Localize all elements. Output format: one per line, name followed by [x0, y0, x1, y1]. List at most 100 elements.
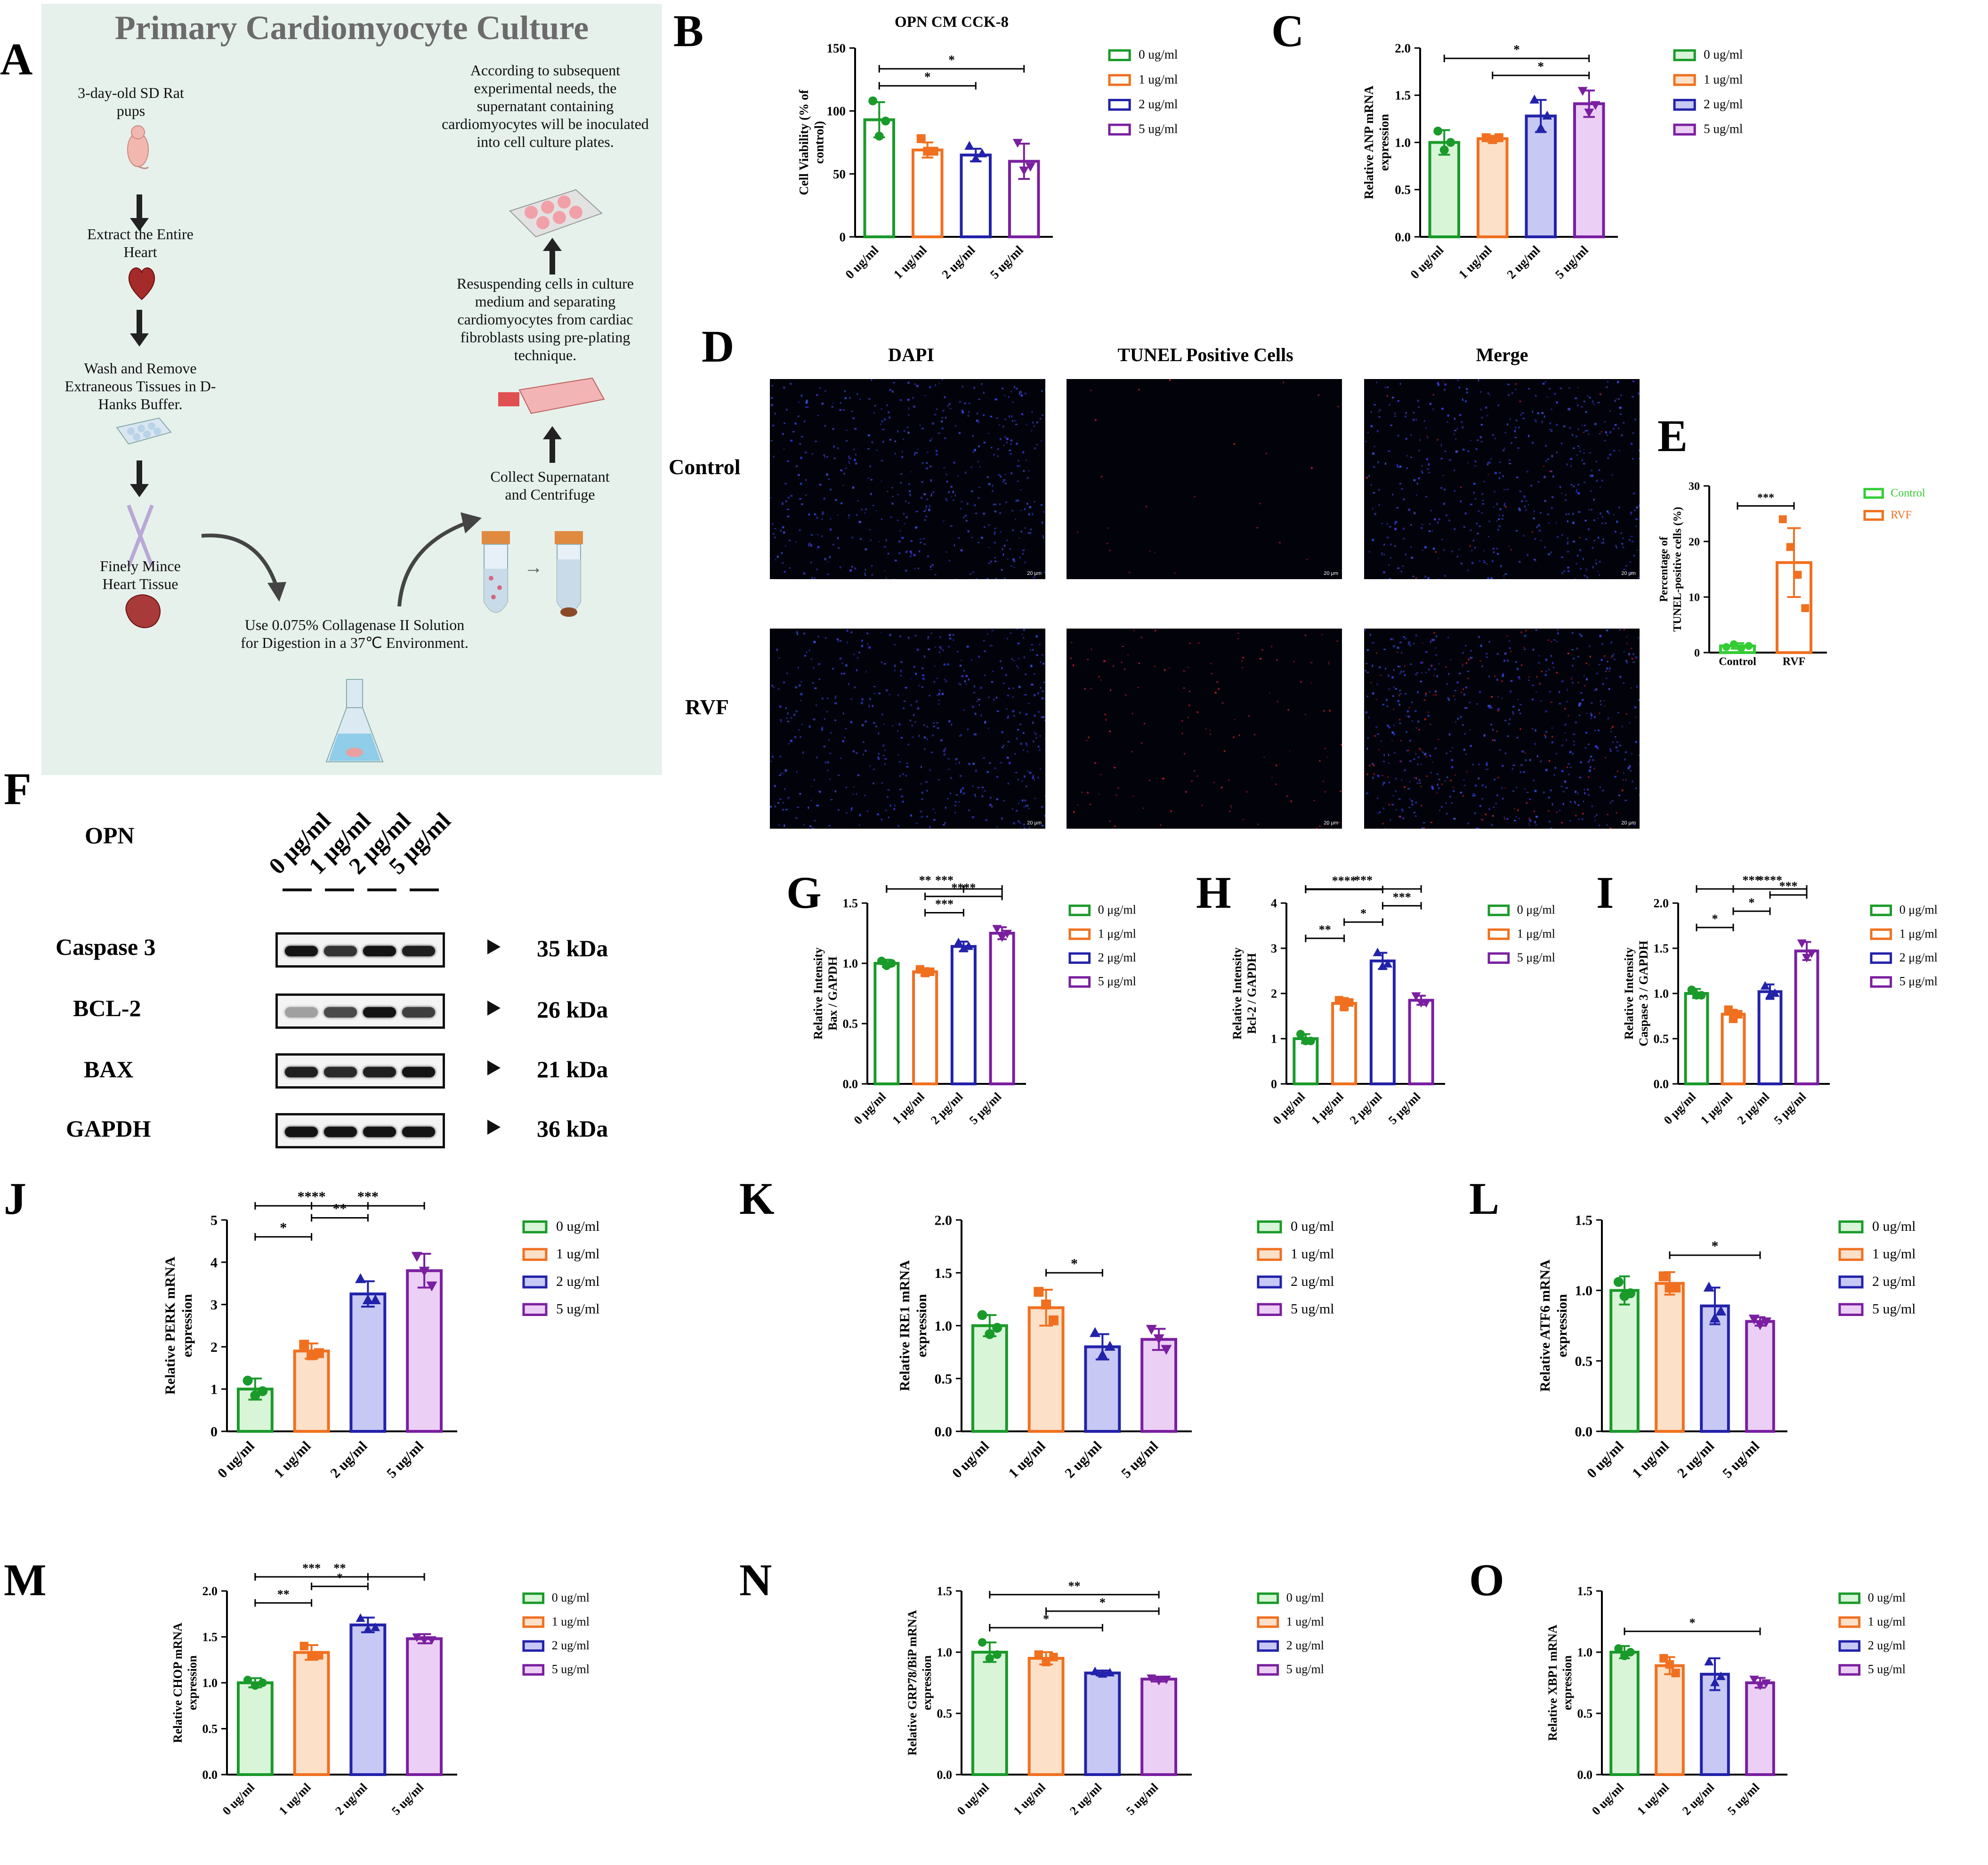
legend-swatch [1838, 1303, 1864, 1316]
bar [1684, 992, 1709, 1085]
legend-swatch [522, 1303, 548, 1316]
significance-label: ** [1319, 923, 1331, 937]
wb-blot-gapdh [275, 1113, 445, 1148]
data-point [1446, 138, 1455, 147]
y-tick-label: 0.5 [1575, 1354, 1593, 1369]
panel-letter-d: D [702, 321, 735, 371]
data-point [1012, 138, 1023, 148]
data-point [970, 153, 981, 162]
significance-label: *** [1354, 873, 1373, 887]
panel-letter-m: M [4, 1555, 47, 1605]
data-point [1146, 1324, 1157, 1335]
data-point [1703, 1282, 1714, 1292]
significance-label: * [1749, 896, 1755, 909]
data-point [1334, 996, 1343, 1005]
y-tick-label: 0.0 [1575, 1424, 1593, 1440]
x-tick-label: 2 ug/ml [1680, 1780, 1717, 1817]
data-point [997, 933, 1007, 942]
y-tick-label: 1.0 [843, 957, 858, 970]
data-point [954, 937, 963, 946]
bar [1369, 959, 1396, 1085]
data-point [315, 1651, 323, 1660]
x-tick-label: 5 ug/ml [384, 1438, 427, 1481]
protocol-title: Primary Cardiomyocyte Culture [114, 9, 589, 47]
chart-title: OPN CM CCK-8 [895, 14, 1009, 31]
significance-label: * [924, 70, 931, 84]
x-tick-label: 1 ug/ml [276, 1780, 314, 1817]
data-point [370, 1294, 381, 1305]
significance-label: ** [333, 1201, 347, 1217]
legend-label: 0 ug/ml [1872, 1219, 1916, 1234]
data-point [1411, 992, 1421, 1001]
legend-swatch [1487, 928, 1510, 940]
legend-swatch [1108, 49, 1131, 61]
data-point [1724, 1005, 1733, 1014]
wb-band [363, 1127, 396, 1137]
legend-swatch [1108, 98, 1131, 111]
chart-xbp1-mrna: 0.0 0.5 1.0 1.5 Relative XBP1 mRNA expression… [1546, 1584, 1906, 1817]
data-point [1048, 1315, 1059, 1325]
wb-band [402, 1007, 435, 1017]
y-axis-label: expression [186, 1655, 199, 1710]
scale-bar-label: 20 μm [1324, 571, 1338, 576]
micro-col-title-dapi: DAPI [888, 344, 934, 365]
bar [1655, 1282, 1685, 1433]
data-point [1577, 87, 1588, 96]
legend-label: 5 ug/ml [1704, 122, 1743, 136]
y-tick-label: 1.5 [843, 896, 858, 910]
micrograph-control-merge: 20 μm [1364, 379, 1640, 579]
legend-swatch [1673, 74, 1696, 86]
chart-tunel-percentage: 0 10 20 30 Percentage of TUNEL-positive cells… [1658, 480, 1925, 668]
step-mince: Finely Mince Heart Tissue [100, 557, 181, 592]
wb-band [285, 1067, 318, 1077]
wb-kda-label: 21 kDa [537, 1056, 608, 1082]
data-point [977, 148, 987, 158]
legend-swatch [1257, 1616, 1279, 1628]
panel-letter-g: G [786, 867, 822, 918]
data-point [1042, 1657, 1051, 1666]
wb-band [402, 1127, 435, 1137]
legend-label: RVF [1891, 509, 1912, 521]
bar [1293, 1037, 1319, 1085]
data-point [926, 967, 935, 977]
legend-label: Control [1891, 487, 1925, 499]
legend-swatch [1108, 123, 1131, 136]
data-point [1671, 1669, 1680, 1678]
bar [1609, 1651, 1640, 1776]
wb-band [324, 1007, 357, 1017]
x-tick-label: 5 μg/ml [1386, 1090, 1423, 1127]
data-point [1025, 162, 1035, 172]
legend-swatch [522, 1616, 545, 1628]
legend-label: 0 μg/ml [1098, 903, 1136, 917]
data-point [1584, 108, 1594, 118]
x-tick-label: 0 ug/ml [949, 1438, 992, 1481]
data-point [1716, 1671, 1726, 1680]
wb-protein-label: BAX [84, 1056, 134, 1082]
y-tick-label: 0 [840, 230, 846, 244]
minced-tissue-icon [125, 594, 161, 629]
x-tick-label: 5 μg/ml [967, 1090, 1004, 1127]
data-point [1535, 123, 1546, 132]
arrow-down-icon [130, 310, 149, 347]
data-point [412, 1633, 422, 1642]
data-point [1794, 571, 1802, 579]
wb-band [324, 1127, 357, 1137]
scale-bar-label: 20 μm [1621, 820, 1636, 826]
data-point [1161, 1675, 1171, 1685]
y-tick-label: 1.5 [935, 1266, 953, 1281]
data-point [1722, 643, 1730, 651]
y-axis-label: expression [1554, 1294, 1570, 1357]
legend-swatch [1838, 1220, 1864, 1234]
data-point [992, 1323, 1002, 1333]
y-axis-label: Percentage of [1658, 536, 1670, 602]
x-tick-label: 2 ug/ml [1062, 1438, 1105, 1481]
data-point [1625, 1288, 1636, 1299]
panel-letter-e: E [1657, 411, 1688, 461]
chart-anp-mrna: 0.0 0.5 1.0 1.5 2.0 Relative ANP mRNA expressi… [1362, 41, 1743, 281]
y-tick-label: 0.0 [843, 1077, 858, 1091]
chart-cck8-viability: OPN CM CCK-8 0 50 100 150 Cell Viability (% o… [797, 14, 1178, 282]
bar [1140, 1338, 1178, 1433]
data-point [1671, 1283, 1681, 1293]
y-axis-label: Relative CHOP mRNA [171, 1623, 185, 1743]
legend-label: 5 μg/ml [1899, 975, 1938, 988]
